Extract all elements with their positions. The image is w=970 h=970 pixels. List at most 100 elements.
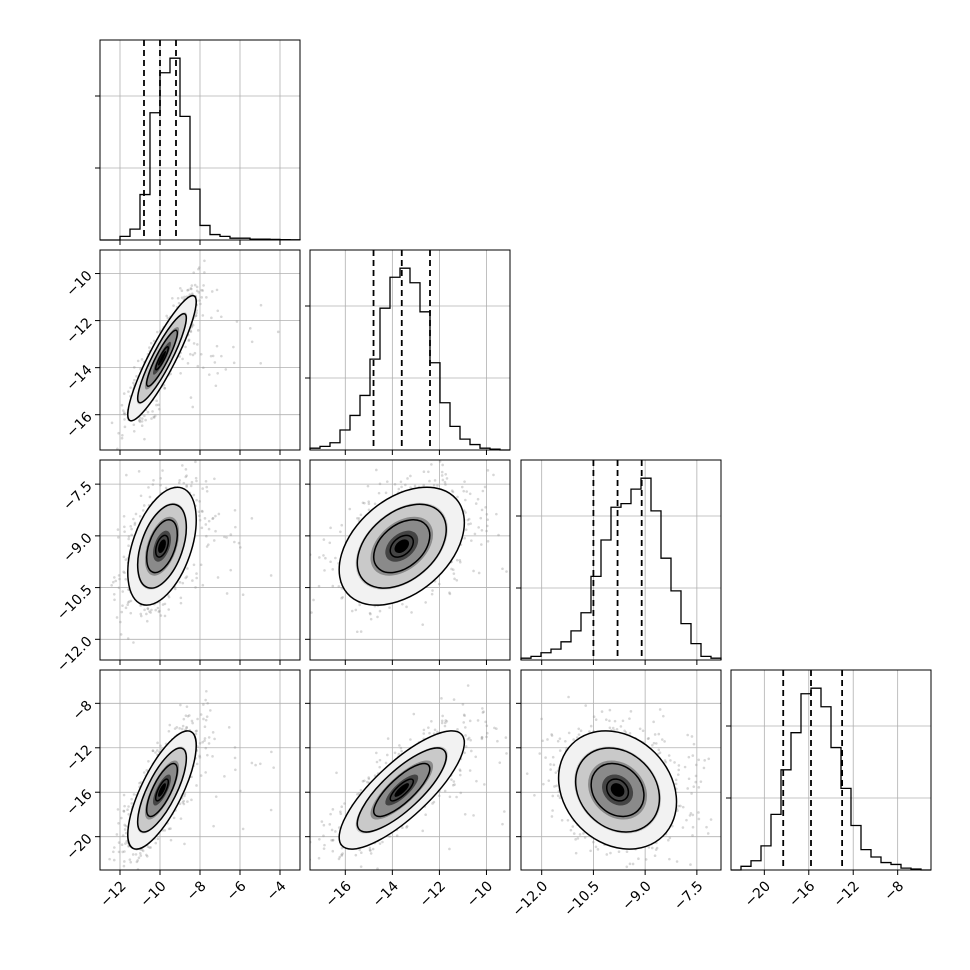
sample-point: [697, 786, 701, 789]
sample-point: [186, 800, 189, 803]
sample-point: [472, 569, 475, 573]
sample-point: [405, 826, 408, 829]
sample-point: [456, 728, 459, 731]
sample-point: [197, 291, 201, 294]
sample-point: [181, 724, 185, 728]
sample-point: [192, 563, 196, 567]
sample-point: [211, 731, 215, 734]
sample-point: [179, 817, 183, 820]
sample-point: [480, 508, 484, 512]
sample-point: [689, 863, 692, 866]
sample-point: [358, 603, 361, 607]
sample-point: [455, 578, 459, 582]
sample-point: [187, 338, 191, 342]
sample-point: [132, 430, 136, 433]
sample-point: [481, 707, 484, 710]
sample-point: [178, 727, 181, 730]
sample-point: [152, 416, 156, 419]
sample-point: [205, 689, 208, 693]
sample-point: [354, 608, 358, 612]
sample-point: [151, 749, 155, 753]
sample-point: [501, 567, 504, 571]
sample-point: [443, 721, 447, 725]
sample-point: [432, 484, 436, 487]
sample-point: [452, 572, 456, 575]
sample-point: [663, 759, 667, 762]
sample-point: [363, 779, 366, 783]
sample-point: [361, 501, 365, 505]
sample-point: [450, 778, 453, 781]
sample-point: [543, 569, 546, 572]
sample-point: [210, 290, 214, 293]
sample-point: [214, 529, 217, 533]
sample-point: [124, 558, 128, 561]
sample-point: [556, 794, 560, 798]
sample-point: [123, 804, 126, 808]
sample-point: [421, 623, 425, 626]
sample-point: [359, 788, 363, 792]
panel-frame: [309, 669, 511, 871]
sample-point: [197, 436, 200, 439]
sample-point: [138, 851, 142, 855]
sample-point: [356, 792, 359, 796]
sample-point: [123, 530, 126, 533]
sample-point: [466, 737, 470, 741]
y-tick-label: −12: [63, 315, 95, 347]
sample-point: [195, 498, 198, 502]
sample-point: [199, 774, 203, 777]
sample-point: [340, 853, 343, 856]
density-fill: [158, 783, 166, 797]
sample-point: [233, 746, 237, 749]
sample-point: [369, 612, 372, 616]
panel-frame: [730, 669, 932, 871]
sample-point: [368, 848, 372, 852]
sample-point: [463, 812, 467, 816]
x-tick-label: −16: [786, 878, 818, 910]
histogram-panel-0: [95, 39, 301, 245]
sample-point: [136, 359, 140, 363]
sample-point: [200, 526, 204, 530]
density-contour: [127, 486, 197, 606]
sample-point: [381, 840, 384, 844]
density-content: [310, 684, 508, 870]
sample-point: [123, 828, 127, 831]
sample-point: [186, 567, 189, 570]
sample-point: [199, 302, 202, 306]
density-content: [110, 436, 273, 644]
sample-point: [146, 607, 150, 610]
sample-point: [132, 423, 136, 427]
sample-point: [190, 292, 194, 295]
sample-point: [340, 805, 344, 809]
sample-point: [440, 470, 444, 474]
sample-point: [480, 543, 483, 546]
sample-point: [129, 611, 133, 615]
sample-point: [148, 495, 152, 499]
sample-point: [690, 735, 694, 738]
sample-point: [155, 403, 158, 407]
sample-point: [428, 479, 431, 483]
sample-point: [726, 799, 729, 802]
sample-point: [505, 752, 508, 755]
sample-point: [168, 723, 172, 727]
sample-point: [156, 741, 159, 745]
sample-point: [431, 802, 434, 805]
sample-point: [184, 468, 188, 471]
sample-point: [113, 576, 116, 579]
density-contour: [136, 747, 188, 833]
sample-point: [148, 846, 151, 849]
histogram-panel-2: [516, 459, 722, 665]
x-tick-label: −6: [224, 878, 250, 904]
sample-point: [239, 789, 242, 793]
sample-point: [151, 410, 154, 413]
sample-point: [466, 684, 470, 687]
sample-point: [448, 591, 451, 594]
sample-point: [112, 850, 115, 854]
sample-point: [448, 795, 452, 799]
sample-point: [366, 780, 369, 784]
sample-point: [668, 857, 671, 861]
sample-point: [409, 738, 412, 741]
sample-point: [137, 470, 141, 473]
sample-point: [385, 753, 389, 757]
sample-point: [401, 826, 404, 830]
